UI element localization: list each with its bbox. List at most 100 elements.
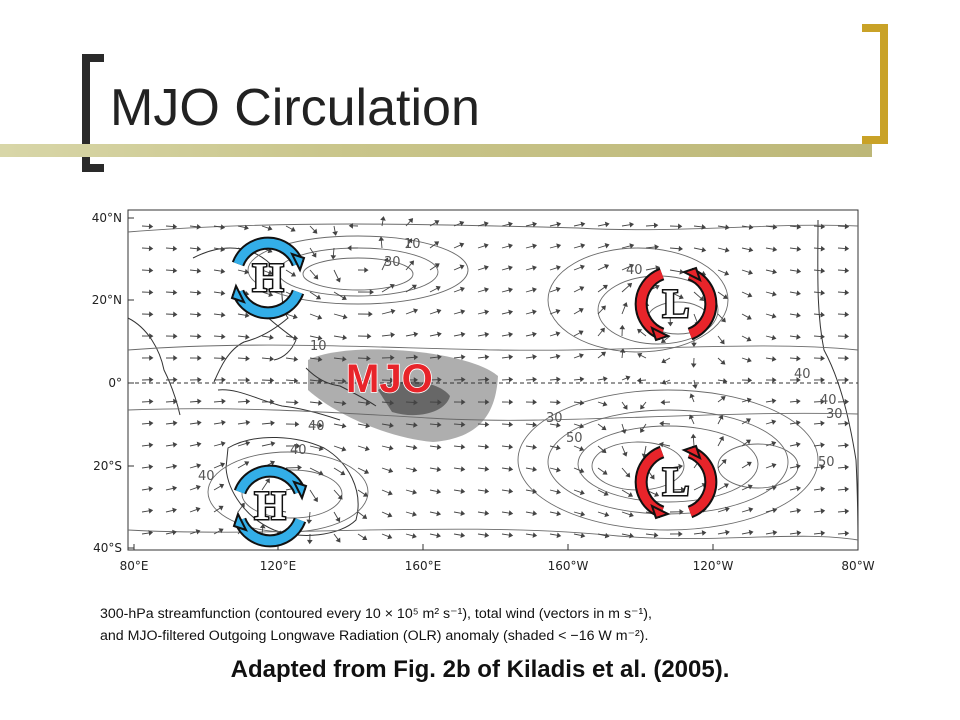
wind-vector [717,532,727,535]
wind-vector-head [820,530,826,537]
wind-vectors [141,216,850,545]
wind-vector-head [413,331,419,338]
wind-vector [405,286,414,293]
wind-vector [693,379,696,386]
wind-vector [765,313,774,317]
wind-vector-head [637,352,643,358]
wind-vector-head [661,338,667,344]
wind-vector [501,334,510,337]
wind-vector [741,291,750,296]
wind-vector [765,509,774,513]
wind-vector [765,247,774,250]
wind-vector [501,356,510,359]
wind-vector [765,357,773,360]
wind-vector [789,532,798,535]
wind-vector-head [746,397,752,404]
wind-vector-head [413,422,418,428]
wind-vector [573,266,582,271]
wind-vector [692,437,695,447]
streamfunction-contours [127,223,859,541]
wind-vector [189,313,198,316]
wind-vector-head [332,231,338,236]
wind-vector-head [772,507,778,514]
wind-vector-head [531,309,537,315]
wind-vector [621,423,625,431]
contour-label: 30 [546,411,563,426]
wind-vector-head [532,488,538,495]
wind-vector-head [796,485,802,492]
wind-vector-head [148,530,154,536]
contour-label: 40 [308,419,325,434]
wind-vector-head [460,532,466,538]
wind-vector [717,439,723,447]
contour-label: 50 [818,455,835,470]
wind-vector [501,267,510,271]
wind-vector-head [556,488,562,495]
wind-vector-head [149,333,154,339]
wind-vector [405,333,415,337]
wind-vector-head [601,425,607,431]
wind-vector [333,489,341,498]
wind-vector [165,466,174,469]
wind-vector [453,311,462,315]
wind-vector [621,511,631,516]
wind-vector-head [745,418,751,424]
wind-vector-head [173,376,178,383]
wind-vector [357,401,367,404]
wind-vector-head [148,267,154,274]
wind-vector [189,443,198,447]
wind-vector [597,401,605,405]
contour-label: 10 [310,339,327,354]
wind-vector [333,269,339,280]
wind-vector [789,488,798,491]
wind-vector-head [197,311,202,318]
wind-vector-head [390,332,396,338]
wind-vector-head [796,507,802,514]
wind-vector-head [690,433,697,439]
mjo-label: MJO [346,357,433,401]
wind-vector [477,533,486,536]
wind-vector-head [680,486,686,493]
wind-vector [189,247,198,250]
wind-vector-head [390,354,395,361]
lat-label: 40°N [92,211,122,225]
wind-vector-head [368,311,373,317]
wind-vector [717,335,723,342]
wind-vector-head [387,490,393,496]
wind-vector-head [701,246,707,253]
wind-vector [213,530,221,535]
wind-vector-head [219,483,225,489]
wind-vector [285,357,295,360]
wind-vector [621,245,631,249]
wind-vector-head [148,289,154,296]
wind-vector-head [640,404,645,410]
wind-vector [285,313,295,318]
wind-vector-head [484,466,490,472]
wind-vector-head [220,462,226,468]
wind-vector-head [267,225,273,231]
wind-vector [453,423,462,425]
wind-vector-head [149,376,154,383]
wind-vector-head [348,223,354,229]
wind-vector-head [411,284,417,290]
wind-vector [693,291,702,299]
wind-vector [213,247,222,250]
contour-label: 30 [384,255,401,270]
wind-vector [333,357,343,360]
wind-vector-head [691,342,697,348]
wind-vector-head [719,339,725,345]
wind-vector [813,269,822,272]
wind-vector-head [293,377,299,384]
wind-vector-head [411,511,417,517]
wind-vector-head [602,401,608,407]
wind-vector-head [436,532,442,539]
wind-vector-head [621,428,627,434]
wind-vector-head [796,377,801,383]
wind-vector-head [844,420,850,427]
title-bracket-left [82,54,104,172]
wind-vector-head [508,331,514,338]
wind-vector-head [724,506,730,513]
wind-vector-head [383,257,389,263]
wind-vector-head [172,485,178,492]
wind-vector-head [579,264,585,270]
